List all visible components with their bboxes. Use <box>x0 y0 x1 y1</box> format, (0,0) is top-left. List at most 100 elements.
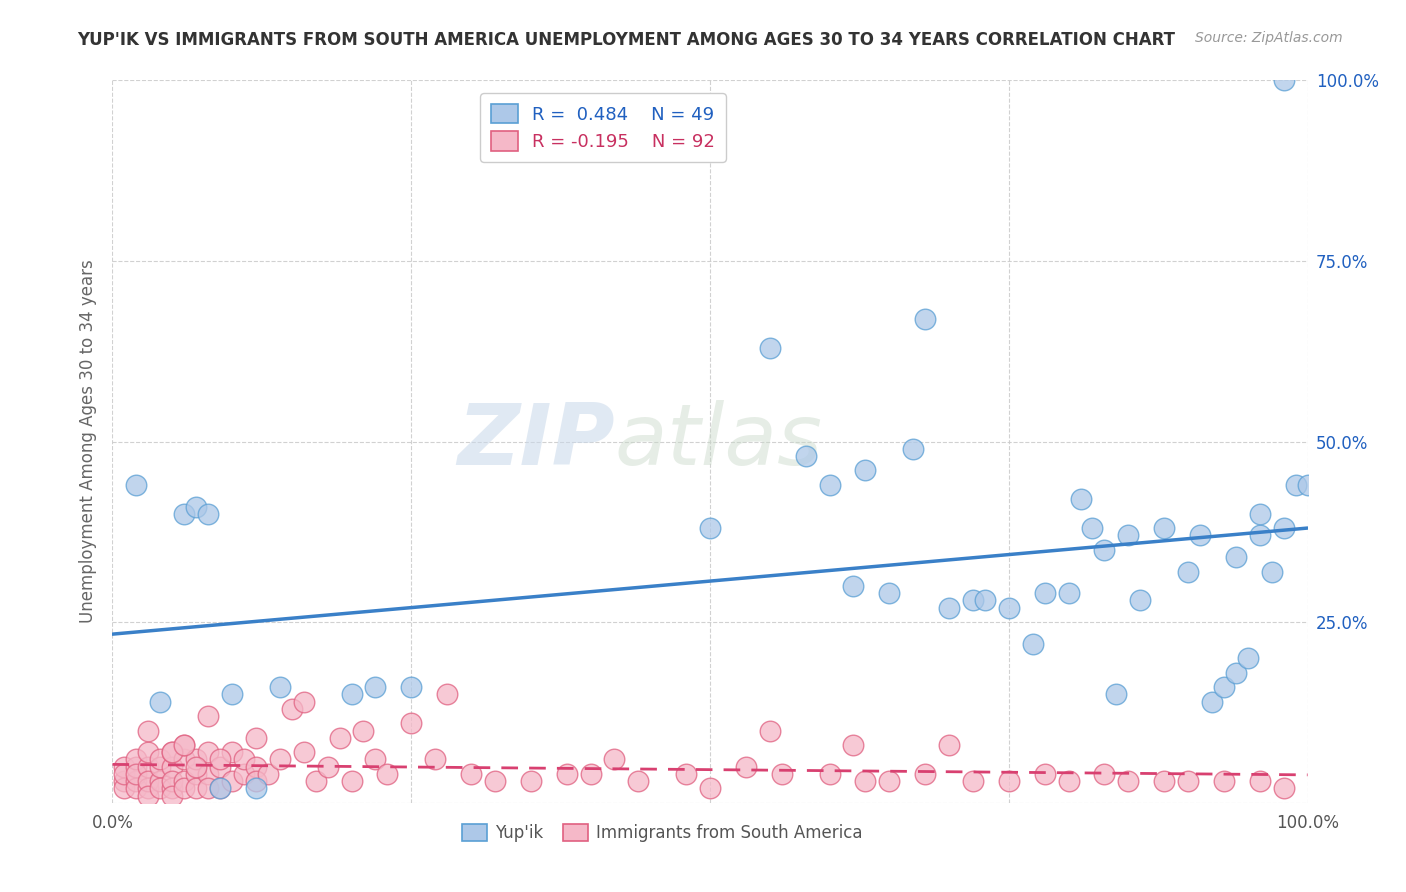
Point <box>1033 767 1056 781</box>
Text: YUP'IK VS IMMIGRANTS FROM SOUTH AMERICA UNEMPLOYMENT AMONG AGES 30 TO 34 YEARS C: YUP'IK VS IMMIGRANTS FROM SOUTH AMERICA … <box>77 31 1175 49</box>
Point <box>1177 774 1199 789</box>
Point <box>735 760 758 774</box>
Point <box>125 760 148 774</box>
Point <box>974 593 997 607</box>
Point <box>173 738 195 752</box>
Point <box>162 774 183 789</box>
Point <box>149 774 172 789</box>
Point <box>377 767 399 781</box>
Legend: Yup'ik, Immigrants from South America: Yup'ik, Immigrants from South America <box>456 817 869 848</box>
Point <box>1237 651 1260 665</box>
Point <box>173 752 195 766</box>
Point <box>209 752 232 766</box>
Point <box>770 767 793 781</box>
Point <box>138 745 160 759</box>
Point <box>364 680 387 694</box>
Point <box>138 760 160 774</box>
Point <box>914 311 936 326</box>
Point <box>114 767 135 781</box>
Text: Source: ZipAtlas.com: Source: ZipAtlas.com <box>1195 31 1343 45</box>
Point <box>329 731 352 745</box>
Point <box>269 752 291 766</box>
Point <box>364 752 387 766</box>
Point <box>125 478 148 492</box>
Point <box>186 752 208 766</box>
Point <box>221 745 243 759</box>
Point <box>1272 73 1295 87</box>
Point <box>759 341 782 355</box>
Point <box>818 767 841 781</box>
Point <box>520 774 543 789</box>
Point <box>125 752 148 766</box>
Point <box>401 680 423 694</box>
Point <box>340 774 363 789</box>
Point <box>292 695 315 709</box>
Point <box>1033 586 1056 600</box>
Point <box>1094 542 1116 557</box>
Point <box>209 760 232 774</box>
Point <box>603 752 626 766</box>
Point <box>1249 774 1271 789</box>
Point <box>1249 507 1271 521</box>
Point <box>138 781 160 796</box>
Point <box>1189 528 1212 542</box>
Point <box>1118 528 1140 542</box>
Point <box>818 478 841 492</box>
Point <box>221 774 243 789</box>
Point <box>436 687 458 701</box>
Point <box>1225 550 1247 565</box>
Point <box>842 738 865 752</box>
Point <box>1249 528 1271 542</box>
Point <box>186 500 208 514</box>
Point <box>998 600 1021 615</box>
Point <box>233 767 256 781</box>
Point <box>269 680 291 694</box>
Point <box>197 709 219 723</box>
Point <box>162 789 183 803</box>
Point <box>425 752 447 766</box>
Point <box>1081 521 1104 535</box>
Point <box>1129 593 1152 607</box>
Point <box>162 781 183 796</box>
Point <box>114 774 135 789</box>
Point <box>186 760 208 774</box>
Point <box>1272 781 1295 796</box>
Point <box>173 774 195 789</box>
Point <box>903 442 925 456</box>
Point <box>1153 774 1175 789</box>
Point <box>305 774 328 789</box>
Point <box>1225 665 1247 680</box>
Point <box>316 760 339 774</box>
Y-axis label: Unemployment Among Ages 30 to 34 years: Unemployment Among Ages 30 to 34 years <box>79 260 97 624</box>
Point <box>149 695 172 709</box>
Point <box>352 723 374 738</box>
Point <box>173 781 195 796</box>
Point <box>340 687 363 701</box>
Point <box>292 745 315 759</box>
Point <box>879 774 901 789</box>
Point <box>149 760 172 774</box>
Point <box>1201 695 1223 709</box>
Point <box>1177 565 1199 579</box>
Point <box>1118 774 1140 789</box>
Point <box>221 687 243 701</box>
Point <box>186 767 208 781</box>
Point <box>1213 680 1236 694</box>
Text: ZIP: ZIP <box>457 400 614 483</box>
Point <box>855 463 877 477</box>
Point <box>627 774 650 789</box>
Point <box>699 781 721 796</box>
Point <box>197 745 219 759</box>
Point <box>699 521 721 535</box>
Point <box>245 731 267 745</box>
Point <box>1070 492 1092 507</box>
Point <box>1153 521 1175 535</box>
Point <box>401 716 423 731</box>
Point <box>1261 565 1284 579</box>
Point <box>149 752 172 766</box>
Point <box>197 781 219 796</box>
Point <box>114 760 135 774</box>
Point <box>1022 637 1045 651</box>
Point <box>281 702 304 716</box>
Point <box>579 767 602 781</box>
